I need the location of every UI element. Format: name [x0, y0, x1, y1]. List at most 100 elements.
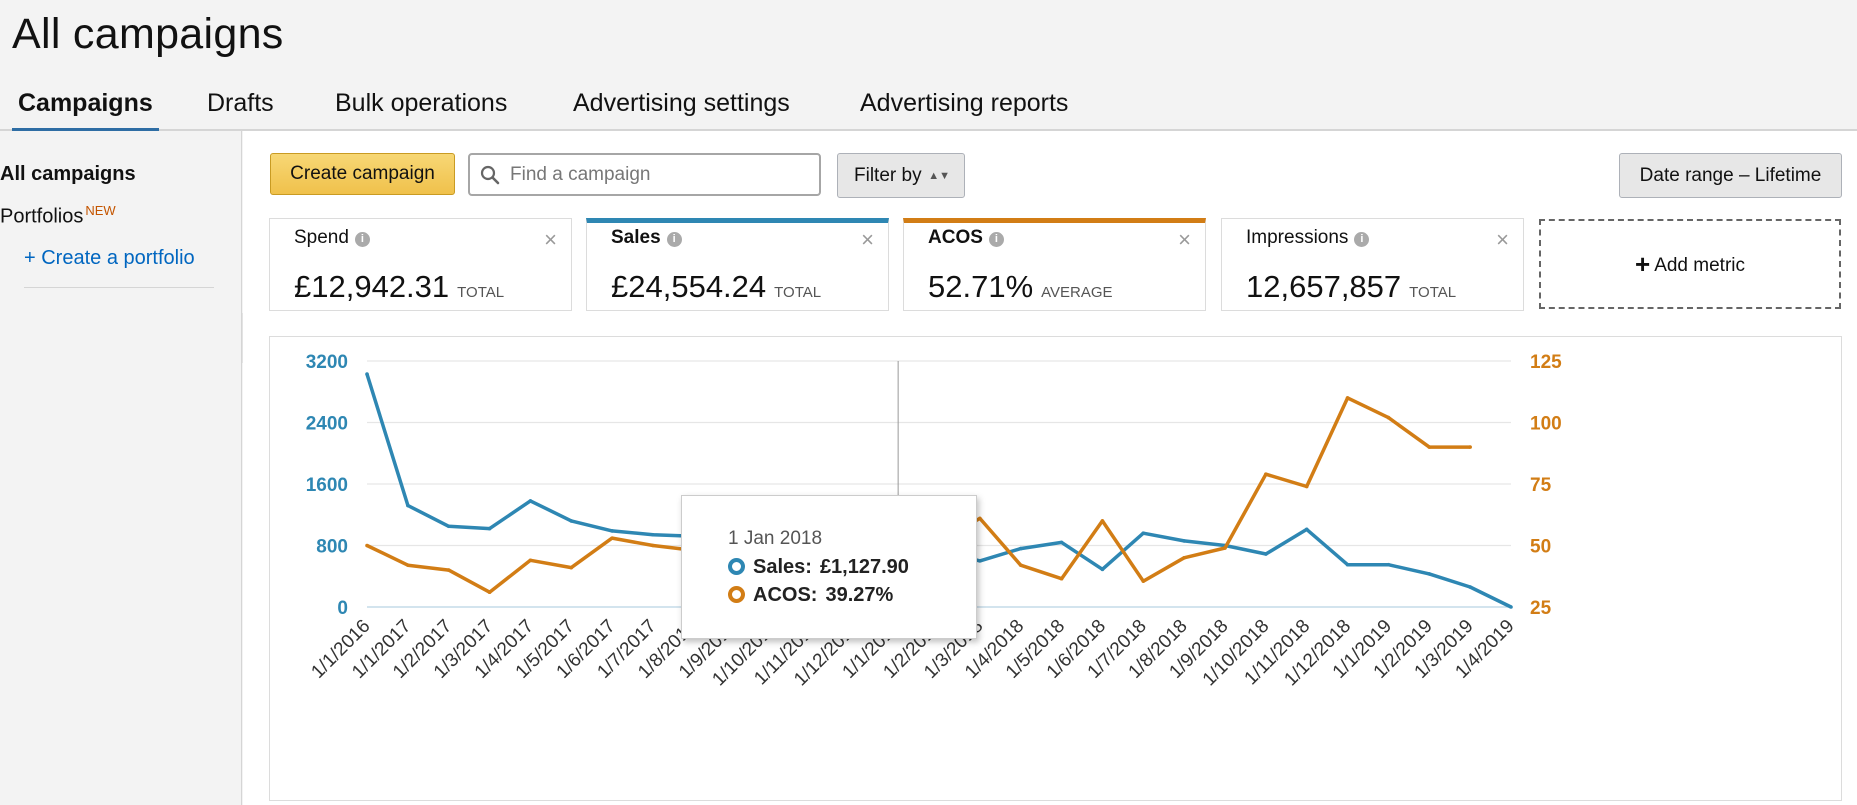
filter-by-dropdown[interactable]: Filter by ▲▼: [837, 153, 965, 198]
data-point-acos: [446, 568, 451, 572]
y-right-tick-label: 50: [1530, 537, 1551, 558]
data-point-sales: [978, 559, 982, 563]
tab-bulk-operations[interactable]: Bulk operations: [335, 89, 508, 117]
data-point-sales: [1182, 539, 1186, 543]
data-point-acos: [1182, 556, 1186, 560]
data-point-acos: [1468, 445, 1472, 449]
tooltip-sales-value: £1,127.90: [819, 556, 909, 578]
y-left-tick-label: 3200: [306, 352, 348, 373]
info-icon[interactable]: i: [354, 232, 370, 247]
tooltip-sales-row: Sales: £1,127.90: [728, 556, 909, 579]
add-metric-button[interactable]: + Add metric: [1539, 219, 1841, 309]
data-point-acos: [1059, 576, 1064, 581]
search-box: [468, 153, 821, 196]
metric-suffix: TOTAL: [457, 284, 505, 301]
sidebar-divider: [24, 287, 214, 288]
data-point-acos: [1141, 579, 1146, 583]
metric-value: £24,554.24: [611, 269, 767, 304]
data-point-acos: [1100, 519, 1105, 523]
tooltip-date: 1 Jan 2018: [728, 528, 823, 549]
y-right-tick-label: 25: [1530, 598, 1552, 619]
plus-icon: +: [1635, 249, 1651, 279]
filter-by-label: Filter by: [854, 165, 922, 186]
info-icon[interactable]: i: [1354, 232, 1370, 247]
data-point-acos: [610, 536, 614, 540]
sales-legend-icon: [728, 558, 745, 575]
y-left-tick-label: 0: [337, 598, 348, 619]
tab-campaigns[interactable]: Campaigns: [12, 89, 159, 131]
metric-suffix: TOTAL: [1409, 284, 1457, 301]
close-icon[interactable]: ×: [1178, 227, 1191, 252]
data-point-acos: [406, 563, 410, 567]
data-point-sales: [1509, 605, 1513, 609]
close-icon[interactable]: ×: [861, 227, 874, 252]
search-icon: [480, 165, 500, 185]
metric-label: Sales: [611, 227, 661, 248]
main-panel: Create campaign Filter by ▲▼ Date range …: [243, 131, 1857, 805]
data-point-acos: [487, 590, 492, 595]
info-icon[interactable]: i: [988, 232, 1004, 247]
sidebar-item-all-campaigns[interactable]: All campaigns: [0, 163, 136, 185]
metric-value: 12,657,857: [1246, 269, 1402, 304]
chart-tooltip: 1 Jan 2018 Sales: £1,127.90 ACOS: 39.27%: [681, 495, 977, 639]
metric-label: Spend: [294, 227, 349, 248]
create-campaign-button[interactable]: Create campaign: [270, 153, 455, 195]
data-point-sales: [1100, 567, 1105, 572]
data-point-sales: [1059, 540, 1064, 545]
close-icon[interactable]: ×: [544, 227, 557, 252]
metric-label: Impressions: [1246, 227, 1349, 248]
metric-suffix: TOTAL: [774, 284, 822, 301]
data-point-sales: [1018, 546, 1023, 551]
tab-drafts[interactable]: Drafts: [207, 89, 274, 117]
new-badge: NEW: [85, 203, 116, 218]
y-left-tick-label: 800: [316, 537, 348, 558]
sidebar-item-portfolios[interactable]: Portfolios NEW: [0, 203, 116, 229]
data-point-acos: [1223, 546, 1227, 550]
metric-value: 52.71%: [928, 269, 1034, 304]
y-left-tick-label: 1600: [306, 475, 348, 496]
metric-suffix: AVERAGE: [1041, 284, 1113, 301]
metric-label: ACOS: [928, 227, 983, 248]
tab-advertising-reports[interactable]: Advertising reports: [860, 89, 1069, 117]
data-point-sales: [1468, 585, 1472, 589]
data-point-sales: [1141, 531, 1146, 535]
metric-card-sales[interactable]: Sales i × £24,554.24 TOTAL: [586, 218, 889, 311]
tab-bar: Campaigns Drafts Bulk operations Adverti…: [0, 85, 1857, 131]
data-point-acos: [1345, 396, 1350, 400]
data-point-sales: [487, 526, 492, 531]
tab-advertising-settings[interactable]: Advertising settings: [573, 89, 790, 117]
search-input[interactable]: [510, 161, 810, 189]
line-chart[interactable]: 08001600240032002550751001251/1/20161/1/…: [270, 337, 1843, 802]
y-right-tick-label: 125: [1530, 352, 1562, 373]
add-metric-label: Add metric: [1654, 255, 1745, 276]
metric-value: £12,942.31: [294, 269, 450, 304]
close-icon[interactable]: ×: [1496, 227, 1509, 252]
tooltip-sales-label: Sales:: [753, 556, 812, 578]
data-point-sales: [610, 529, 614, 533]
data-point-sales: [406, 503, 410, 508]
date-range-button[interactable]: Date range – Lifetime: [1619, 153, 1842, 198]
sidebar: All campaigns Portfolios NEW + Create a p…: [0, 131, 242, 805]
data-point-sales: [651, 532, 655, 537]
sidebar-item-portfolios-label: Portfolios: [0, 205, 84, 228]
sort-arrows-icon: ▲▼: [928, 170, 950, 182]
info-icon[interactable]: i: [666, 232, 682, 247]
data-point-acos: [651, 543, 655, 548]
data-point-sales: [1264, 552, 1268, 556]
page-title: All campaigns: [12, 10, 284, 58]
chart-container: 0 800 1600 2400 3200 25 50 75 100 125 1/1/2016 1/1/…: [269, 336, 1842, 801]
data-point-acos: [1386, 415, 1391, 420]
y-left-tick-label: 2400: [306, 414, 348, 435]
data-point-acos: [365, 543, 369, 548]
metric-card-spend[interactable]: Spend i × £12,942.31 TOTAL: [269, 218, 572, 311]
y-right-tick-label: 100: [1530, 414, 1562, 435]
data-point-acos: [528, 558, 533, 563]
metric-card-impressions[interactable]: Impressions i × 12,657,857 TOTAL: [1221, 218, 1524, 311]
data-point-acos: [1304, 484, 1309, 489]
data-point-acos: [1264, 472, 1268, 476]
acos-legend-icon: [728, 586, 745, 603]
create-portfolio-link[interactable]: + Create a portfolio: [24, 247, 195, 269]
metric-card-acos[interactable]: ACOS i × 52.71% AVERAGE: [903, 218, 1206, 311]
data-point-sales: [1427, 572, 1432, 576]
data-point-sales: [446, 524, 451, 529]
